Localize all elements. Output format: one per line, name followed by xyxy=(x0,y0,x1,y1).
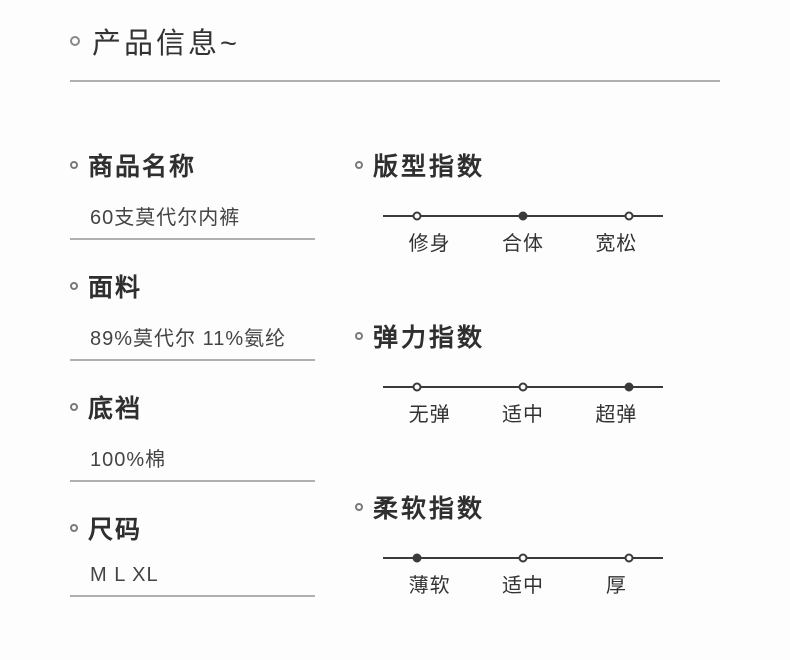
circle-bullet-icon xyxy=(70,161,78,169)
scale-tick-icon xyxy=(519,554,528,563)
scale-option-labels: 修身 合体 宽松 xyxy=(383,227,663,256)
info-block-crotch: 底裆 100%棉 xyxy=(70,389,315,482)
circle-bullet-icon xyxy=(355,332,363,340)
scale-option: 修身 xyxy=(383,227,476,256)
info-value: M L XL xyxy=(70,564,315,597)
info-label-row: 商品名称 xyxy=(70,147,315,183)
circle-bullet-icon xyxy=(70,403,78,411)
info-block-name: 商品名称 60支莫代尔内裤 xyxy=(70,147,315,240)
index-label-row: 柔软指数 xyxy=(355,489,720,525)
index-block-stretch: 弹力指数 无弹 适中 超弹 xyxy=(355,318,720,427)
scale-tick-icon xyxy=(625,212,634,221)
scale-option: 适中 xyxy=(476,398,569,427)
info-block-size: 尺码 M L XL xyxy=(70,510,315,597)
index-label: 柔软指数 xyxy=(373,489,485,525)
info-column: 商品名称 60支莫代尔内裤 面料 89%莫代尔 11%氨纶 底裆 100%棉 尺… xyxy=(70,147,315,660)
scale-tick-icon xyxy=(625,554,634,563)
circle-bullet-icon xyxy=(70,36,80,46)
info-label-row: 尺码 xyxy=(70,510,315,546)
index-label-row: 版型指数 xyxy=(355,147,720,183)
scale-tick-icon xyxy=(412,383,421,392)
circle-bullet-icon xyxy=(70,282,78,290)
scale-option-labels: 薄软 适中 厚 xyxy=(383,569,663,598)
info-value: 89%莫代尔 11%氨纶 xyxy=(70,322,315,361)
scale-tick-icon xyxy=(625,383,634,392)
index-label: 弹力指数 xyxy=(373,318,485,354)
scale-line xyxy=(383,386,663,388)
info-label: 商品名称 xyxy=(88,147,196,183)
circle-bullet-icon xyxy=(355,161,363,169)
info-label-row: 底裆 xyxy=(70,389,315,425)
scale-line xyxy=(383,215,663,217)
scale-stretch: 无弹 适中 超弹 xyxy=(383,386,663,427)
info-block-fabric: 面料 89%莫代尔 11%氨纶 xyxy=(70,268,315,361)
content-columns: 商品名称 60支莫代尔内裤 面料 89%莫代尔 11%氨纶 底裆 100%棉 尺… xyxy=(70,147,720,660)
scale-option-labels: 无弹 适中 超弹 xyxy=(383,398,663,427)
info-label: 面料 xyxy=(88,268,142,304)
scale-soft: 薄软 适中 厚 xyxy=(383,557,663,598)
scale-option: 宽松 xyxy=(570,227,663,256)
info-label: 底裆 xyxy=(88,389,142,425)
circle-bullet-icon xyxy=(70,524,78,532)
page-header: 产品信息~ xyxy=(70,20,720,82)
info-label-row: 面料 xyxy=(70,268,315,304)
scale-line xyxy=(383,557,663,559)
index-label-row: 弹力指数 xyxy=(355,318,720,354)
scale-option: 合体 xyxy=(476,227,569,256)
scale-option: 薄软 xyxy=(383,569,476,598)
info-label: 尺码 xyxy=(88,510,142,546)
index-label: 版型指数 xyxy=(373,147,485,183)
circle-bullet-icon xyxy=(355,503,363,511)
info-value: 60支莫代尔内裤 xyxy=(70,201,315,240)
scale-tick-icon xyxy=(519,212,528,221)
index-block-fit: 版型指数 修身 合体 宽松 xyxy=(355,147,720,256)
scale-tick-icon xyxy=(412,554,421,563)
scale-fit: 修身 合体 宽松 xyxy=(383,215,663,256)
scale-option: 厚 xyxy=(570,569,663,598)
scale-option: 超弹 xyxy=(570,398,663,427)
scale-option: 适中 xyxy=(476,569,569,598)
page-title: 产品信息~ xyxy=(92,20,240,62)
index-column: 版型指数 修身 合体 宽松 弹力指数 xyxy=(355,147,720,660)
scale-tick-icon xyxy=(519,383,528,392)
index-block-soft: 柔软指数 薄软 适中 厚 xyxy=(355,489,720,598)
scale-tick-icon xyxy=(412,212,421,221)
scale-option: 无弹 xyxy=(383,398,476,427)
info-value: 100%棉 xyxy=(70,443,315,482)
